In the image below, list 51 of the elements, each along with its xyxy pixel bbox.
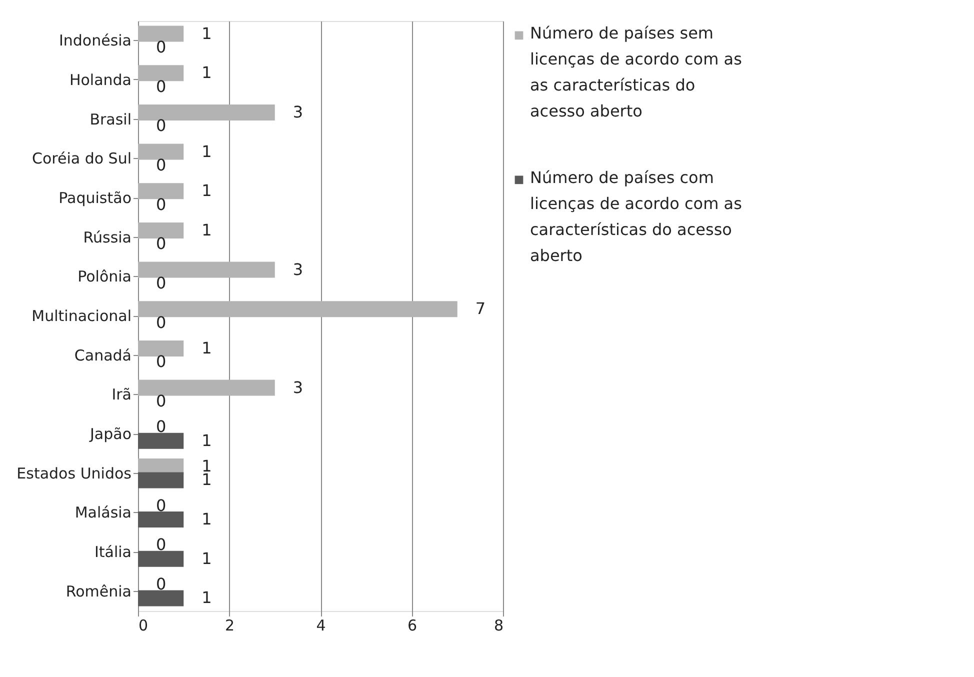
data-label: 1 (202, 338, 212, 358)
data-label: 1 (202, 430, 212, 450)
y-tick-label: Holanda (69, 71, 132, 89)
data-label: 1 (202, 510, 212, 529)
y-tick-label: Indonésia (58, 32, 132, 50)
y-tick-label: Paquistão (58, 189, 132, 207)
x-tick-label: 0 (138, 616, 148, 634)
data-label: 1 (202, 63, 212, 82)
data-label: 0 (156, 574, 166, 594)
data-label: 1 (202, 548, 212, 568)
x-tick-label: 8 (494, 616, 504, 634)
data-label: 3 (292, 378, 304, 397)
data-label: 0 (156, 274, 166, 293)
data-label: 1 (202, 181, 212, 200)
y-tick-label: Polônia (78, 268, 132, 286)
data-label: 0 (156, 194, 166, 214)
x-tick-label: 4 (316, 616, 326, 634)
y-tick-label: Coréia do Sul (32, 150, 132, 168)
y-tick-label: Romênia (66, 582, 132, 600)
y-tick-label: Malásia (74, 504, 132, 522)
y-tick-label: Irã (112, 386, 132, 404)
data-label: 1 (202, 220, 212, 240)
data-label: 3 (292, 102, 304, 122)
data-label: 0 (156, 496, 166, 515)
legend-label: Número de países sem licenças de acordo com as as características do acesso aberto (530, 23, 742, 120)
data-label: 0 (156, 535, 166, 554)
data-label: 1 (202, 24, 212, 43)
data-label: 0 (156, 234, 166, 254)
data-label: 0 (156, 312, 166, 332)
data-label: 0 (156, 116, 166, 136)
data-label: 0 (156, 417, 166, 436)
y-tick-label: Brasil (90, 110, 132, 128)
data-label: 3 (292, 260, 304, 279)
y-tick-label: Canadá (74, 346, 132, 364)
y-tick-label: Estados Unidos (16, 464, 132, 482)
data-label: 0 (156, 76, 166, 96)
y-tick-label: Itália (94, 543, 132, 561)
data-label: 0 (156, 392, 166, 411)
data-label: 1 (202, 588, 212, 608)
data-label: 0 (156, 156, 166, 175)
y-tick-label: Japão (88, 425, 132, 443)
legend-label: Número de países com licenças de acordo com as características do acesso aberto (530, 168, 742, 265)
y-tick-label: Multinacional (32, 307, 132, 325)
data-label: 0 (156, 352, 166, 372)
data-label: 1 (202, 470, 212, 490)
x-tick-label: 6 (407, 616, 418, 634)
y-tick-label: Rússia (83, 228, 132, 246)
data-label: 1 (202, 142, 212, 161)
data-label: 7 (475, 299, 486, 318)
x-tick-label: 2 (224, 616, 235, 634)
data-label: 0 (156, 38, 166, 57)
